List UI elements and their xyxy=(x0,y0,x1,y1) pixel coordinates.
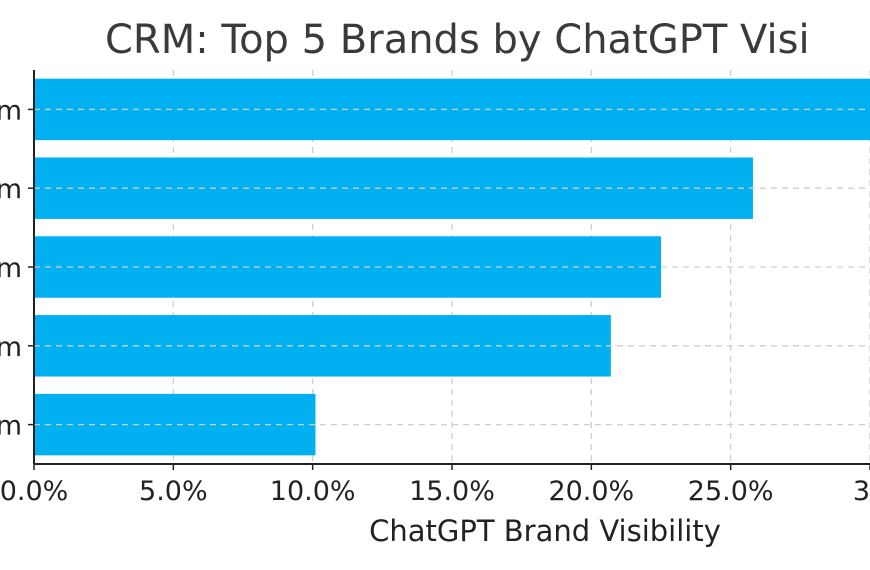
chart-title: CRM: Top 5 Brands by ChatGPT Visi xyxy=(105,17,810,63)
x-tick-label: 5.0% xyxy=(139,476,208,507)
bar xyxy=(34,157,753,219)
y-tick-label: m xyxy=(0,253,22,284)
x-tick-label: 10.0% xyxy=(270,476,356,507)
x-tick-label: 25.0% xyxy=(688,476,774,507)
y-tick-label: m xyxy=(0,411,22,442)
y-tick-label: m xyxy=(0,332,22,363)
bar xyxy=(34,393,316,456)
x-axis-label: ChatGPT Brand Visibility xyxy=(369,514,721,548)
x-tick-label: 0.0% xyxy=(0,476,68,507)
y-tick-label: m xyxy=(0,95,22,126)
x-tick-label: 30 xyxy=(853,476,870,507)
x-tick-label: 20.0% xyxy=(548,476,634,507)
axes-layer: 0.0% 5.0% 10.0% 15.0% 20.0% 25.0% 30 m m m m m xyxy=(0,70,870,507)
y-tick-label: m xyxy=(0,174,22,205)
x-tick-label: 15.0% xyxy=(409,476,495,507)
bars-layer xyxy=(34,78,870,456)
